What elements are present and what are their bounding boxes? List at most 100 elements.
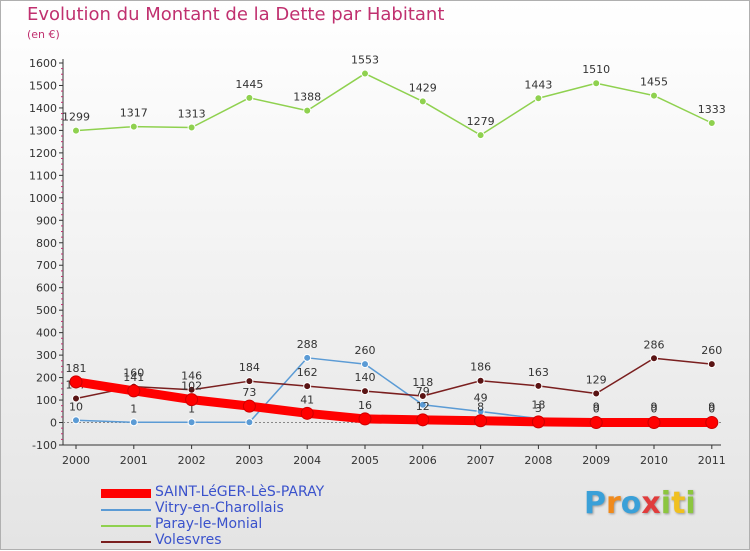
data-label-0: 102 <box>181 380 202 393</box>
data-label-3: 184 <box>239 361 260 374</box>
data-label-2: 1510 <box>582 63 610 76</box>
legend-swatch <box>101 509 151 511</box>
series-point-2 <box>303 106 312 115</box>
data-label-1: 18 <box>531 398 545 411</box>
series-point-2 <box>129 122 138 131</box>
legend-swatch <box>101 541 151 543</box>
series-point-0 <box>300 406 314 420</box>
y-tick-label: 0 <box>50 417 57 430</box>
legend-item: Vitry-en-Charollais <box>101 500 421 517</box>
y-tick-label: 300 <box>36 349 57 362</box>
data-label-2: 1279 <box>467 115 495 128</box>
y-tick-label: 1600 <box>29 57 57 70</box>
x-tick-label: 2005 <box>351 454 379 467</box>
series-point-1 <box>72 416 80 425</box>
data-label-0: 3 <box>535 402 542 415</box>
series-point-3 <box>592 389 601 398</box>
series-point-1 <box>418 400 427 409</box>
data-label-1: 9 <box>708 401 715 414</box>
x-tick-label: 2011 <box>698 454 726 467</box>
series-point-3 <box>245 377 254 386</box>
series-point-0 <box>416 413 430 427</box>
series-line-3 <box>75 357 713 400</box>
legend-swatch <box>101 525 151 527</box>
y-tick-label: 800 <box>36 237 57 250</box>
data-label-3: 160 <box>123 367 144 380</box>
y-tick-label: 700 <box>36 259 57 272</box>
data-label-0: 8 <box>477 401 484 414</box>
y-tick-label: 1100 <box>29 169 57 182</box>
series-point-2 <box>187 123 196 132</box>
legend-item: Paray-le-Monial <box>101 516 421 533</box>
series-point-3 <box>303 382 312 391</box>
data-label-3: 146 <box>181 370 202 383</box>
series-point-0 <box>647 416 661 430</box>
x-tick-label: 2004 <box>293 454 321 467</box>
y-tick-label: 900 <box>36 214 57 227</box>
series-point-3 <box>650 354 658 363</box>
series-point-3 <box>418 392 427 401</box>
unit-label: (en €) <box>27 28 60 41</box>
data-label-3: 186 <box>470 361 491 374</box>
legend-label: Vitry-en-Charollais <box>155 500 284 516</box>
legend-label: Paray-le-Monial <box>155 516 263 532</box>
x-tick-label: 2002 <box>178 454 206 467</box>
series-point-2 <box>418 97 427 106</box>
series-point-0 <box>69 375 83 389</box>
data-label-3: 118 <box>412 376 433 389</box>
series-point-3 <box>72 394 80 403</box>
data-label-0: 181 <box>66 362 87 375</box>
series-line-2 <box>75 72 713 136</box>
series-point-0 <box>358 412 372 426</box>
chart-title: Evolution du Montant de la Dette par Hab… <box>27 4 445 25</box>
data-label-3: 286 <box>644 338 665 351</box>
legend-item: Volesvres <box>101 532 421 549</box>
series-line-1 <box>75 357 713 424</box>
legend-label: Volesvres <box>155 532 222 548</box>
data-label-2: 1317 <box>120 107 148 120</box>
y-tick-label: 500 <box>36 304 57 317</box>
series-point-1 <box>187 418 196 427</box>
data-label-2: 1553 <box>351 54 379 67</box>
y-tick-label: 1400 <box>29 102 57 115</box>
data-label-3: 163 <box>528 366 549 379</box>
x-tick-label: 2008 <box>524 454 552 467</box>
data-label-2: 1388 <box>293 91 321 104</box>
data-label-1: 1 <box>130 402 137 415</box>
series-point-3 <box>476 376 485 385</box>
data-label-0: 141 <box>123 371 144 384</box>
x-tick-label: 2009 <box>582 454 610 467</box>
series-point-2 <box>707 118 716 127</box>
y-tick-label: 1500 <box>29 79 57 92</box>
series-point-1 <box>129 418 138 427</box>
series-point-1 <box>361 360 369 369</box>
y-tick-label: 1000 <box>29 192 57 205</box>
series-point-0 <box>589 416 603 430</box>
data-label-2: 1333 <box>698 103 726 116</box>
series-point-0 <box>474 414 488 428</box>
data-label-1: 49 <box>474 392 488 405</box>
series-point-2 <box>476 131 485 140</box>
proxiti-logo: Proxiti <box>584 486 696 521</box>
legend-swatch <box>101 489 151 498</box>
data-label-0: 0 <box>708 403 715 416</box>
series-point-2 <box>72 126 80 135</box>
series-point-1 <box>303 353 312 362</box>
data-label-2: 1443 <box>524 78 552 91</box>
data-label-0: 41 <box>300 393 314 406</box>
y-tick-label: 100 <box>36 394 57 407</box>
data-label-2: 1299 <box>62 111 90 124</box>
series-point-2 <box>650 91 658 100</box>
series-point-2 <box>361 69 369 78</box>
data-label-1: 9 <box>593 401 600 414</box>
x-tick-label: 2010 <box>640 454 668 467</box>
x-tick-label: 2007 <box>467 454 495 467</box>
y-tick-label: 1300 <box>29 124 57 137</box>
legend-item: SAINT-LéGER-LèS-PARAY <box>101 484 421 501</box>
series-point-2 <box>592 79 601 88</box>
x-tick-label: 2003 <box>235 454 263 467</box>
y-tick-label: 400 <box>36 327 57 340</box>
data-label-2: 1313 <box>178 107 206 120</box>
series-point-0 <box>127 384 141 398</box>
